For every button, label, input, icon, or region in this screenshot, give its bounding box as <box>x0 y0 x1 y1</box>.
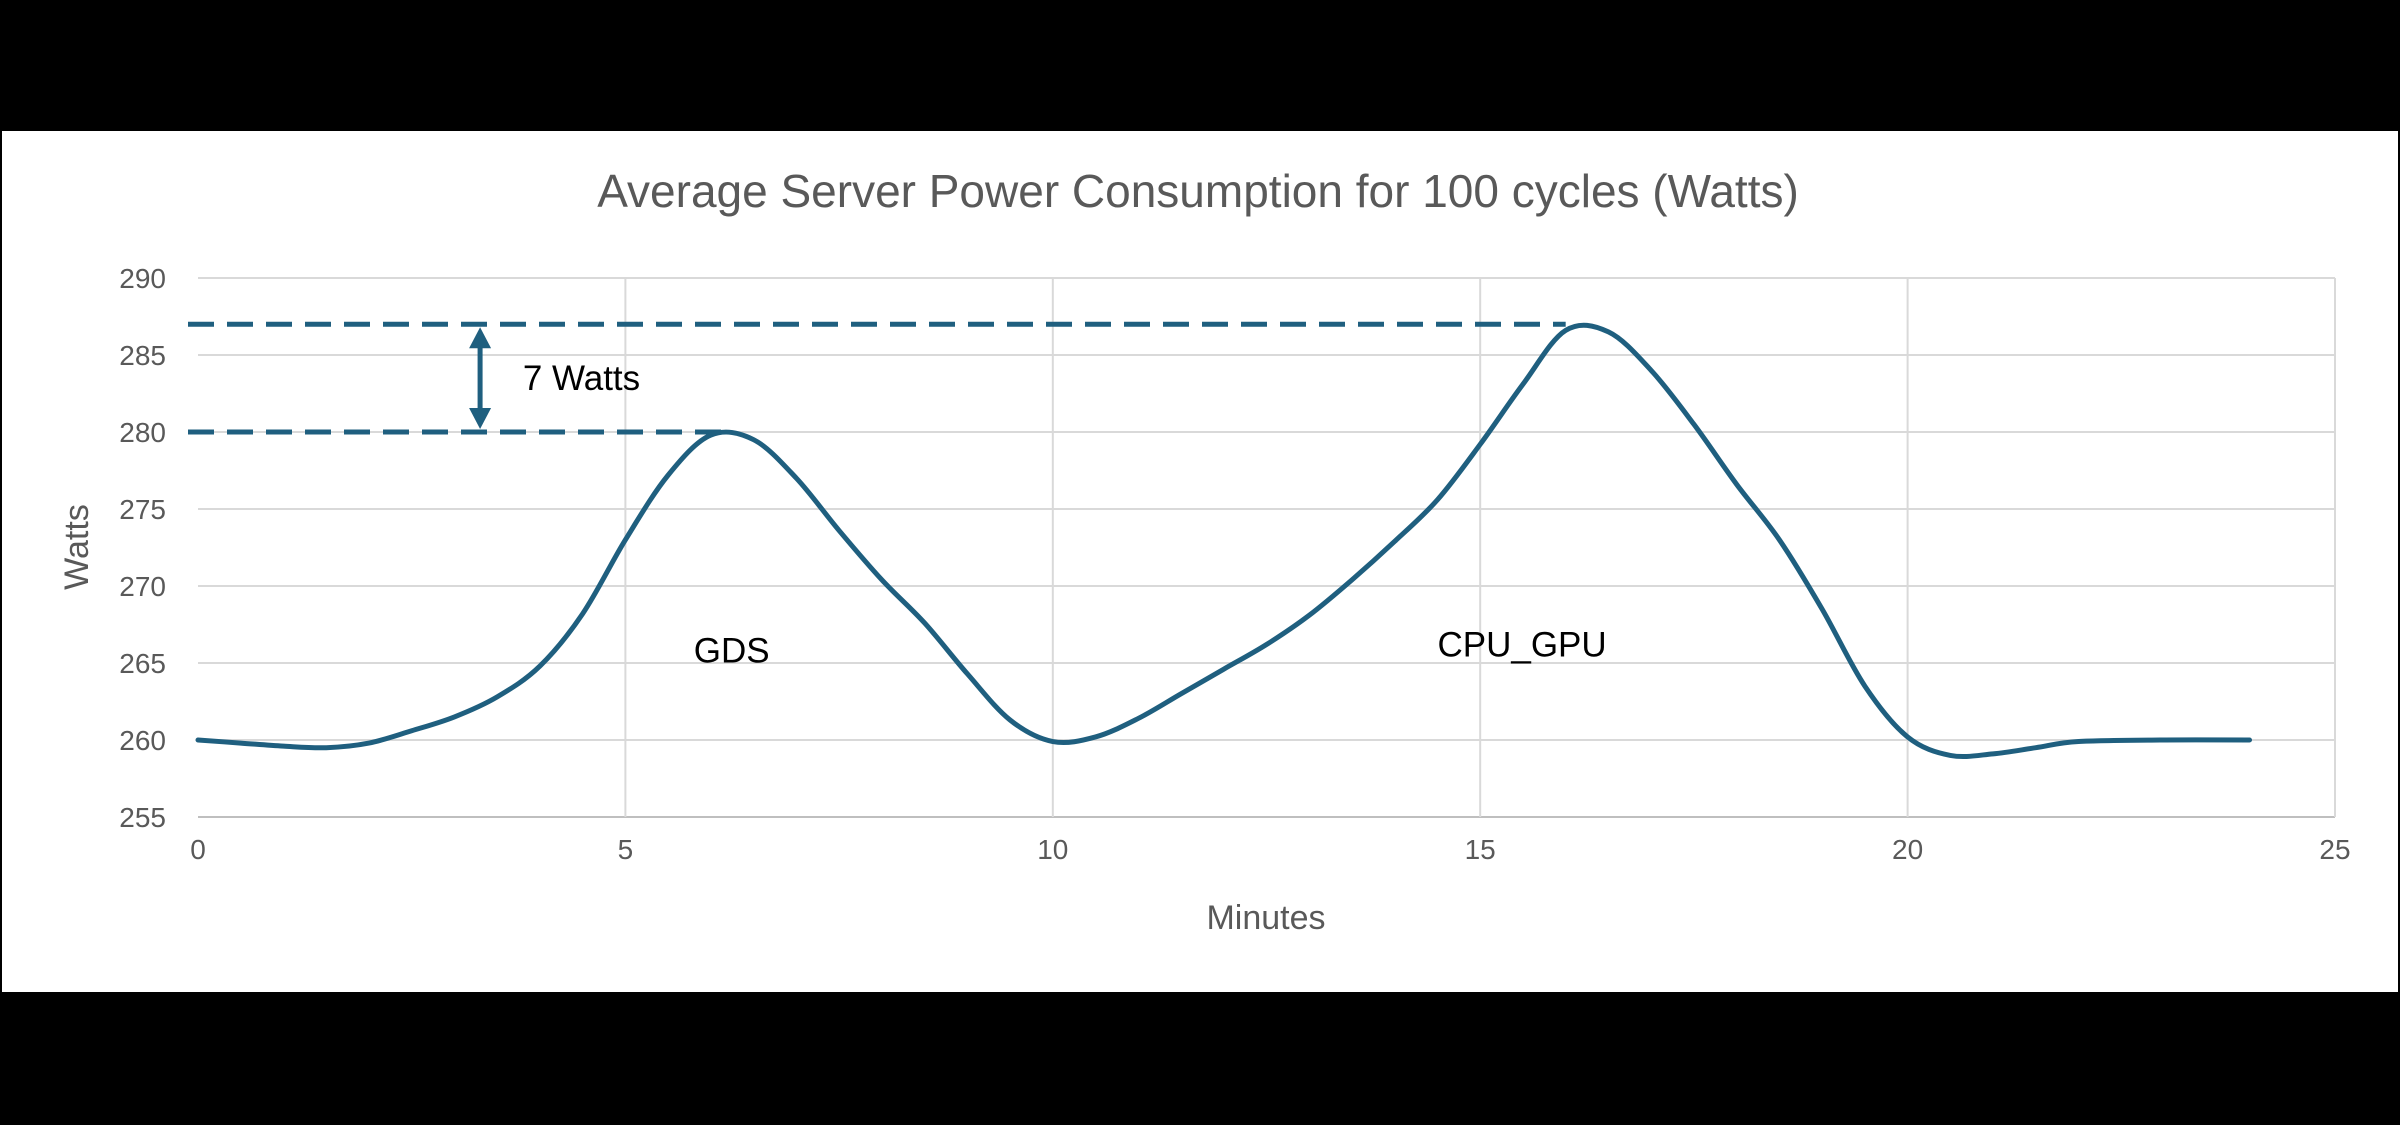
x-tick-label: 0 <box>190 834 206 865</box>
x-tick-label: 25 <box>2319 834 2350 865</box>
x-tick-label: 5 <box>618 834 634 865</box>
y-tick-label: 275 <box>119 494 166 525</box>
grid-layer <box>198 277 2336 818</box>
x-tick-label: 10 <box>1037 834 1068 865</box>
y-tick-label: 285 <box>119 340 166 371</box>
y-tick-label: 265 <box>119 648 166 679</box>
tick-layer: 255 260 265 270 275 280 285 290 0 5 10 15 20 25 <box>119 263 2350 865</box>
annotations: 7 Watts GDS CPU_GPU <box>469 327 1607 671</box>
y-axis-title: Watts <box>58 504 96 590</box>
chart-panel: Average Server Power Consumption for 100… <box>2 131 2398 992</box>
series-layer <box>195 322 2253 760</box>
annotation-label: CPU_GPU <box>1437 626 1606 665</box>
annotation-label: 7 Watts <box>523 359 640 398</box>
y-tick-label: 280 <box>119 417 166 448</box>
chart-svg: Average Server Power Consumption for 100… <box>58 165 2351 937</box>
chart-title: Average Server Power Consumption for 100… <box>597 165 1799 217</box>
y-tick-label: 290 <box>119 263 166 294</box>
series-line <box>195 322 2253 760</box>
x-axis-title: Minutes <box>1206 899 1325 937</box>
y-tick-label: 260 <box>119 725 166 756</box>
y-tick-label: 255 <box>119 802 166 833</box>
y-tick-label: 270 <box>119 571 166 602</box>
reference-lines <box>188 321 1566 435</box>
x-tick-label: 20 <box>1892 834 1923 865</box>
arrow-head-down <box>469 408 492 429</box>
x-tick-label: 15 <box>1465 834 1496 865</box>
arrow-head-up <box>469 327 492 349</box>
annotation-label: GDS <box>694 632 770 671</box>
